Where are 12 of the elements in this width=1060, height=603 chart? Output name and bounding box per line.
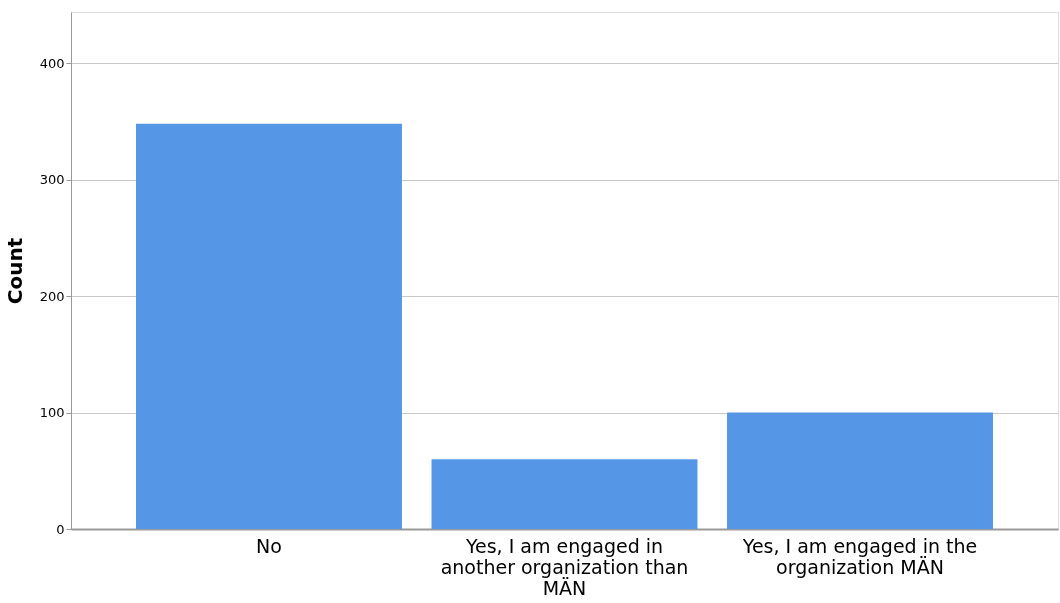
x-tick-label: Yes, I am engaged in the organization MÄN: [741, 534, 978, 578]
bar: [136, 123, 402, 529]
y-tick-label: 200: [39, 288, 65, 304]
x-tick-label: Yes, I am engaged in another organization than MÄN: [440, 534, 689, 599]
y-tick-label: 300: [39, 172, 65, 188]
x-tick-label: No: [256, 534, 282, 557]
y-tick-label: 0: [56, 521, 65, 537]
y-tick-label: 100: [39, 405, 65, 421]
y-axis-title: Count: [2, 237, 27, 305]
y-tick-label: 400: [39, 55, 65, 71]
bar: [727, 412, 993, 529]
bar: [431, 459, 698, 529]
